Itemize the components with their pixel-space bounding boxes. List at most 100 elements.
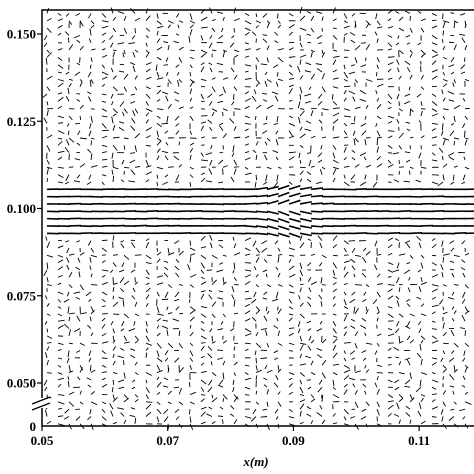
vector-arrow xyxy=(112,360,116,366)
vector-arrow xyxy=(431,361,437,366)
vector-arrow xyxy=(376,342,380,347)
vector-arrow xyxy=(211,279,217,285)
vector-arrow xyxy=(415,386,422,393)
vector-arrow xyxy=(189,56,194,60)
vector-arrow xyxy=(162,181,169,186)
vector-arrow xyxy=(66,291,70,297)
vector-arrow xyxy=(101,135,108,139)
vector-arrow xyxy=(167,390,172,395)
vector-arrow xyxy=(406,243,411,249)
vector-arrow xyxy=(189,13,193,20)
vector-arrow xyxy=(451,272,455,278)
vector-arrow xyxy=(123,166,130,169)
vector-arrow xyxy=(156,364,161,371)
vector-arrow xyxy=(167,79,172,85)
vector-arrow xyxy=(348,71,356,75)
vector-arrow xyxy=(277,225,290,231)
vector-arrow xyxy=(365,306,368,311)
vector-arrow xyxy=(351,150,356,154)
vector-arrow xyxy=(200,421,206,425)
vector-arrow xyxy=(310,202,324,205)
vector-arrow xyxy=(266,210,279,215)
vector-arrow xyxy=(398,108,403,112)
vector-arrow xyxy=(310,110,314,117)
vector-arrow xyxy=(372,298,378,305)
vector-arrow xyxy=(163,272,169,278)
vector-arrow xyxy=(178,284,183,286)
vector-arrow xyxy=(68,365,71,372)
vector-arrow xyxy=(288,13,294,17)
vector-arrow xyxy=(310,339,315,344)
vector-arrow xyxy=(112,335,115,342)
vector-arrow xyxy=(112,108,118,114)
vector-arrow xyxy=(46,145,51,152)
vector-arrow xyxy=(277,391,281,395)
vector-arrow xyxy=(321,136,327,139)
vector-arrow xyxy=(130,354,136,359)
vector-arrow xyxy=(189,79,196,84)
vector-arrow xyxy=(304,128,312,132)
vector-arrow xyxy=(64,323,70,329)
vector-arrow xyxy=(349,298,356,304)
vector-arrow xyxy=(442,71,446,76)
vector-arrow xyxy=(299,277,302,282)
vector-arrow xyxy=(189,423,194,430)
vector-arrow xyxy=(442,21,446,29)
vector-arrow xyxy=(264,81,268,87)
vector-arrow xyxy=(233,136,241,139)
vector-arrow xyxy=(332,379,335,387)
vector-arrow xyxy=(101,371,107,373)
vector-arrow xyxy=(217,349,224,351)
vector-arrow xyxy=(354,343,358,349)
vector-arrow xyxy=(112,379,115,386)
vector-arrow xyxy=(45,57,48,65)
vector-arrow xyxy=(90,309,95,315)
vector-arrow xyxy=(431,320,436,323)
vector-arrow xyxy=(211,108,218,112)
vector-arrow xyxy=(365,44,371,51)
vector-arrow xyxy=(463,350,466,356)
vector-arrow xyxy=(163,416,169,423)
vector-arrow xyxy=(217,297,224,300)
vector-arrow xyxy=(57,32,62,36)
vector-arrow xyxy=(244,128,249,132)
vector-arrow xyxy=(343,108,350,111)
vector-arrow xyxy=(317,152,323,158)
vector-arrow xyxy=(353,306,356,314)
vector-arrow xyxy=(321,359,327,366)
vector-arrow xyxy=(233,108,241,110)
vector-arrow xyxy=(273,382,279,388)
vector-arrow xyxy=(79,163,86,168)
vector-arrow xyxy=(343,78,349,82)
vector-arrow xyxy=(387,101,392,105)
vector-arrow xyxy=(420,335,426,340)
vector-arrow xyxy=(308,86,312,91)
vector-arrow xyxy=(86,181,92,185)
vector-arrow xyxy=(244,172,252,176)
vector-arrow xyxy=(321,284,326,286)
vector-arrow xyxy=(68,44,74,51)
vector-arrow xyxy=(299,363,306,366)
vector-arrow xyxy=(255,201,269,205)
vector-arrow xyxy=(395,10,400,14)
vector-arrow xyxy=(275,266,279,271)
vector-arrow xyxy=(68,391,75,395)
vector-arrow xyxy=(156,332,161,337)
vector-arrow xyxy=(123,145,126,150)
vector-arrow xyxy=(263,258,268,263)
vector-arrow xyxy=(310,194,324,198)
vector-arrow xyxy=(396,321,400,327)
vector-arrow xyxy=(57,92,63,95)
x-tick-label: 0.11 xyxy=(408,433,430,448)
vector-arrow xyxy=(109,35,114,40)
vector-arrow xyxy=(420,397,424,403)
vector-arrow xyxy=(398,397,404,403)
vector-arrow xyxy=(461,123,466,128)
vector-arrow xyxy=(431,136,438,139)
vector-arrow xyxy=(277,210,290,217)
vector-arrow xyxy=(167,312,173,315)
vector-arrow xyxy=(394,238,400,242)
vector-arrow xyxy=(57,150,65,154)
vector-arrow xyxy=(276,115,279,123)
vector-arrow xyxy=(315,11,323,14)
